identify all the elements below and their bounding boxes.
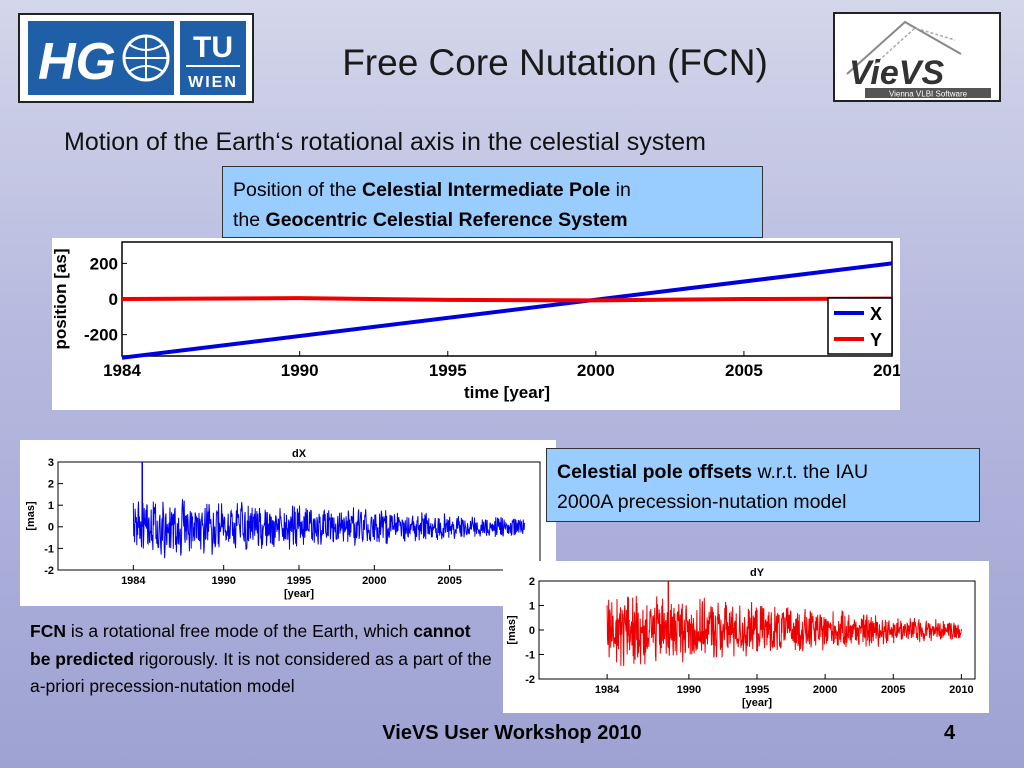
- y-tick-label: 3: [48, 457, 54, 469]
- x-tick-label: 1995: [287, 575, 311, 587]
- vievs-logo: VieVS Vienna VLBI Software: [833, 12, 1001, 102]
- y-tick-label: -1: [525, 649, 535, 661]
- vievs-tagline: Vienna VLBI Software: [889, 90, 968, 99]
- cip-text: Position of the: [233, 179, 362, 201]
- wien-logo-text: WIEN: [188, 74, 238, 91]
- dx-offset-chart: 1984199019952000200520103210-1-2dX[year]…: [20, 440, 556, 606]
- x-tick-label: 2005: [881, 684, 905, 696]
- x-tick-label: 1990: [211, 575, 235, 587]
- x-tick-label: 1990: [677, 684, 701, 696]
- cip-bold-text: Celestial Intermediate Pole: [362, 179, 611, 201]
- fcn-text: is a rotational free mode of the Earth, …: [65, 621, 414, 641]
- y-axis-label: [mas]: [506, 615, 518, 645]
- fcn-text: rigorously. It is not considered as a pa…: [30, 648, 492, 697]
- x-tick-label: 2000: [813, 684, 837, 696]
- x-axis-label: [year]: [742, 697, 772, 709]
- cannot-predict-bold: cannot be predicted: [30, 621, 471, 669]
- x-tick-label: 1984: [121, 575, 146, 587]
- series-line-dx: [132, 462, 526, 559]
- legend-label: X: [870, 304, 882, 324]
- cip-text: in: [610, 179, 631, 201]
- x-tick-label: 1995: [429, 361, 467, 380]
- y-tick-label: -2: [525, 674, 535, 686]
- pole-offsets-caption-box: Celestial pole offsets w.r.t. the IAU 20…: [546, 448, 980, 522]
- hg-logo-mark: HG: [38, 33, 116, 91]
- vievs-logo-mark: VieVS: [849, 54, 944, 92]
- fcn-description: FCN is a rotational free mode of the Ear…: [30, 618, 492, 701]
- dy-offset-chart: 1984 1990 1995 2000 2005 2010 2 1 0 -1 -2 dY [year] […: [503, 561, 989, 713]
- page-title: Free Core Nutation (FCN): [342, 42, 768, 83]
- y-tick-label: 0: [529, 625, 535, 637]
- chart-title: dY: [750, 567, 765, 579]
- x-tick-label: 2010: [949, 684, 973, 696]
- x-tick-label: 2010: [873, 361, 900, 380]
- x-tick-label: 1984: [595, 684, 620, 696]
- y-tick-label: -2: [44, 565, 54, 577]
- y-tick-label: 2: [48, 478, 54, 490]
- y-tick-label: 200: [90, 254, 118, 273]
- x-axis-label: [year]: [284, 588, 314, 600]
- y-tick-label: 1: [529, 600, 535, 612]
- y-tick-label: -200: [84, 326, 118, 345]
- x-tick-label: 2000: [362, 575, 386, 587]
- slide-subtitle: Motion of the Earth‘s rotational axis in…: [64, 128, 706, 156]
- y-tick-label: 0: [48, 522, 54, 534]
- series-line-x: [121, 261, 893, 360]
- x-axis-label: time [year]: [464, 383, 550, 402]
- x-tick-label: 1990: [281, 361, 319, 380]
- legend-label: Y: [870, 330, 882, 350]
- y-tick-label: 2: [529, 576, 535, 588]
- x-tick-label: 1984: [103, 361, 141, 380]
- series-line-dy: [606, 581, 962, 667]
- tu-logo-text: TU: [193, 31, 233, 64]
- x-tick-label: 2000: [577, 361, 615, 380]
- series-line-y: [121, 296, 893, 303]
- x-tick-label: 2005: [725, 361, 763, 380]
- x-tick-label: 2005: [437, 575, 461, 587]
- y-tick-label: 1: [48, 500, 54, 512]
- gcrs-bold-text: Geocentric Celestial Reference System: [265, 209, 628, 231]
- fcn-bold: FCN: [30, 621, 66, 641]
- page-number: 4: [944, 722, 956, 744]
- cip-caption-box: Position of the Celestial Intermediate P…: [222, 166, 763, 238]
- offsets-bold-text: Celestial pole offsets: [557, 461, 753, 483]
- x-tick-label: 1995: [745, 684, 769, 696]
- hg-tu-wien-logo: HG TU WIEN: [18, 13, 254, 103]
- legend-box: [827, 297, 893, 355]
- chart-title: dX: [292, 448, 307, 460]
- cip-text: the: [233, 209, 266, 231]
- y-tick-label: -1: [44, 543, 54, 555]
- y-axis-label: [mas]: [25, 501, 37, 531]
- footer-title: VieVS User Workshop 2010: [382, 722, 642, 744]
- y-tick-label: 0: [109, 290, 118, 309]
- y-axis-label: position [as]: [52, 248, 70, 349]
- offsets-text: 2000A precession-nutation model: [557, 491, 847, 513]
- offsets-text: w.r.t. the IAU: [752, 461, 869, 483]
